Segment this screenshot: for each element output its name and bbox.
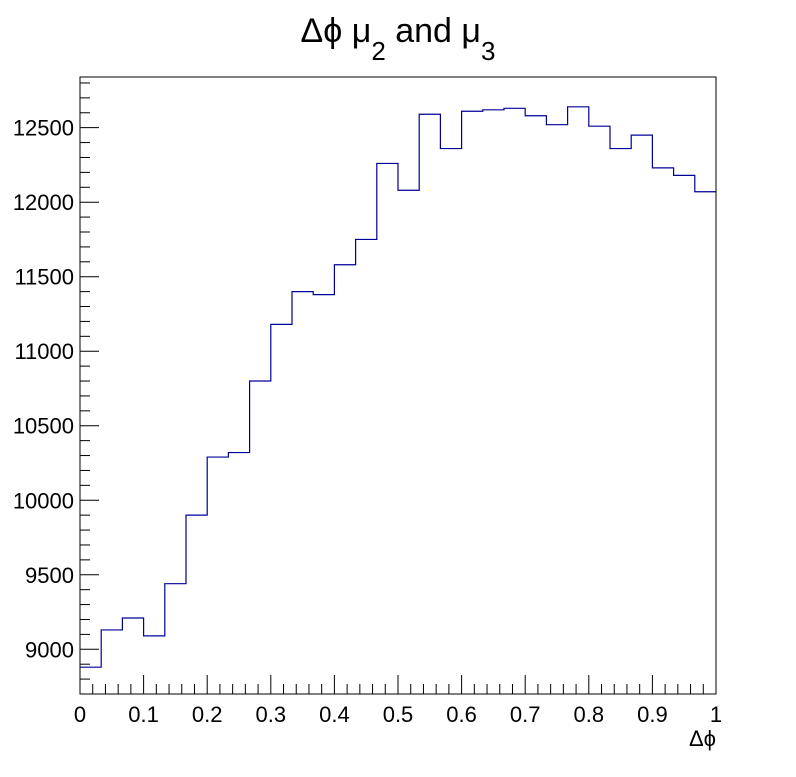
histogram-series-line [80,106,716,668]
chart-title-subscript: 2 [371,36,385,66]
x-tick-label: 0 [74,702,86,727]
x-tick-label: 0.3 [256,702,287,727]
x-tick-label: 0.1 [128,702,159,727]
chart-title-subscript: 3 [481,36,495,66]
y-axis: 9000 9500 10000 10500 11000 11500 12000 12500 [13,82,99,695]
y-tick-label: 10500 [13,414,74,439]
y-tick-label: 12000 [13,190,74,215]
y-tick-label: 11000 [14,339,74,364]
chart-title: Δϕ μ2 and μ3 [301,12,496,66]
x-tick-label: 0.4 [319,702,350,727]
chart-title-text: Δϕ μ [301,12,372,50]
y-tick-label: 11500 [14,265,74,290]
y-tick-label: 12500 [13,116,74,141]
x-tick-label: 0.6 [446,702,477,727]
x-tick-label: 0.5 [383,702,414,727]
chart-title-text: and μ [386,12,481,50]
x-axis: 0 0.1 0.2 0.3 0.4 0.5 0.6 0.7 0.8 0.9 1 [74,675,722,727]
y-tick-label: 9000 [25,637,74,662]
x-tick-label: 1 [710,702,722,727]
x-tick-label: 0.9 [637,702,668,727]
plot-frame [79,76,717,695]
x-tick-label: 0.2 [192,702,223,727]
y-tick-label: 10000 [13,488,74,513]
x-tick-label: 0.7 [510,702,541,727]
y-tick-label: 9500 [25,563,74,588]
x-axis-label: Δϕ [689,726,716,751]
x-tick-label: 0.8 [574,702,605,727]
